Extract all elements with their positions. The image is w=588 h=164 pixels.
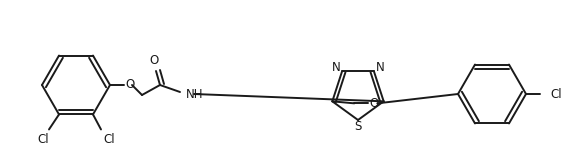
Text: Cl: Cl: [550, 88, 562, 101]
Text: O: O: [149, 54, 159, 68]
Text: Cl: Cl: [103, 133, 115, 146]
Text: Cl: Cl: [37, 133, 49, 146]
Text: S: S: [355, 121, 362, 133]
Text: N: N: [332, 61, 340, 74]
Text: O: O: [370, 97, 379, 110]
Text: NH: NH: [186, 89, 203, 102]
Text: N: N: [376, 61, 384, 74]
Text: O: O: [125, 79, 135, 92]
